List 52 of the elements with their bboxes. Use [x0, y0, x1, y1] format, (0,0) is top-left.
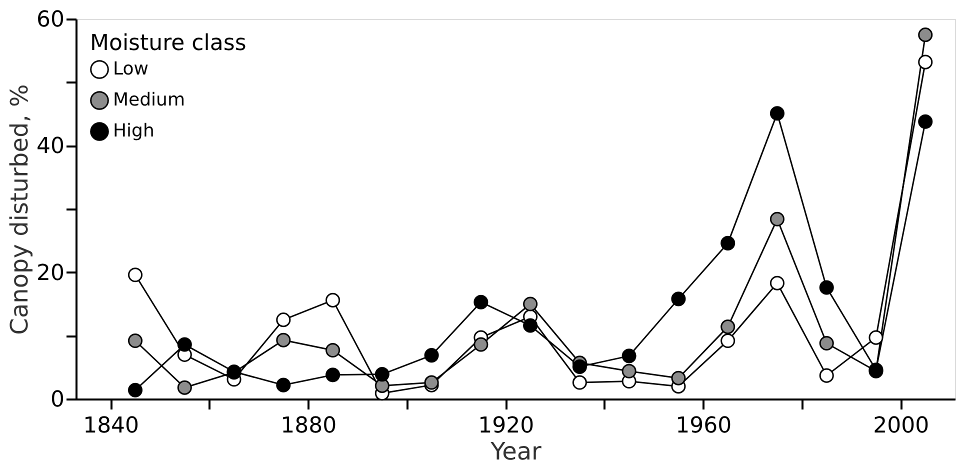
y-tick-label: 40: [36, 134, 64, 160]
point: [770, 276, 784, 290]
x-tick-label: 1840: [83, 414, 140, 438]
y-tick-label: 60: [36, 8, 64, 32]
point: [326, 292, 340, 308]
point: [177, 337, 192, 352]
point: [868, 330, 884, 345]
point: [720, 333, 736, 348]
point: [819, 280, 834, 295]
y-tick-label: 20: [36, 260, 64, 286]
point: [128, 333, 143, 348]
point: [128, 268, 143, 282]
point: [770, 106, 784, 121]
point: [622, 348, 636, 364]
point: [276, 378, 291, 392]
point: [424, 348, 439, 363]
point: [326, 342, 340, 358]
point: [523, 296, 538, 312]
point: [572, 375, 587, 390]
point: [474, 294, 488, 310]
x-tick-label: 2000: [873, 414, 930, 438]
y-axis-title: Canopy disturbed, %: [6, 84, 34, 335]
point: [276, 312, 291, 328]
point: [177, 380, 192, 395]
x-tick-label: 1920: [478, 414, 534, 438]
legend-title: Moisture class: [90, 31, 246, 56]
legend-label: Low: [113, 58, 148, 80]
point: [819, 368, 834, 383]
point: [622, 364, 636, 378]
point: [819, 336, 834, 351]
point: [918, 54, 933, 70]
point: [326, 368, 340, 382]
point: [720, 236, 736, 250]
point: [523, 318, 538, 333]
point: [128, 382, 143, 398]
point: [671, 292, 686, 306]
point: [671, 370, 686, 386]
y-tick-label: 0: [50, 388, 64, 412]
x-tick-label: 1960: [676, 414, 732, 438]
point: [276, 332, 291, 348]
point: [918, 28, 933, 42]
point: [770, 212, 784, 226]
point: [720, 320, 736, 334]
x-tick-label: 1880: [280, 414, 337, 438]
point: [572, 359, 587, 374]
legend-label: Medium: [113, 90, 185, 110]
point: [374, 378, 390, 393]
point: [374, 367, 390, 382]
point: [918, 114, 933, 129]
point: [474, 337, 488, 352]
legend-label: High: [113, 120, 154, 142]
x-axis-title: Year: [490, 438, 542, 466]
